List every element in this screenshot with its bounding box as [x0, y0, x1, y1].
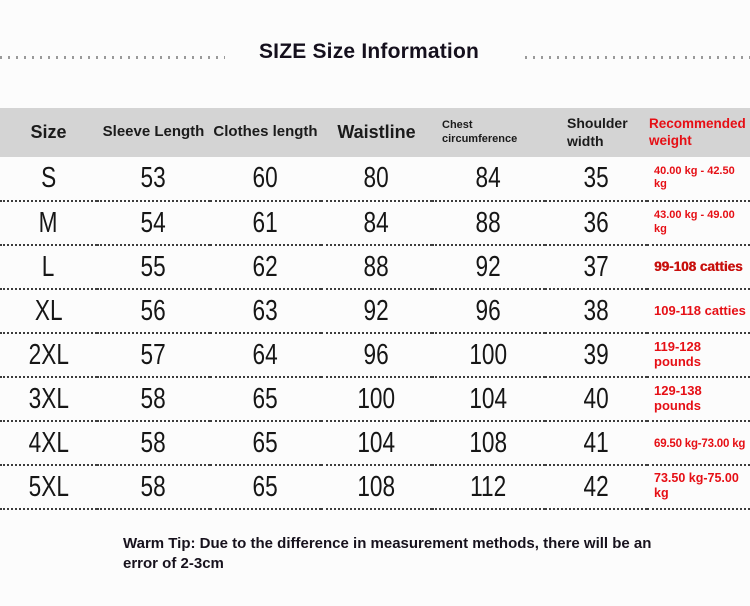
col-header-shoulder-width: Shoulder width	[567, 115, 628, 149]
cell-size: 4XL	[0, 421, 97, 466]
cell-clothes: 60	[210, 157, 321, 202]
cell-size: S	[0, 157, 97, 202]
cell-shoulder: 40	[545, 377, 647, 422]
cell-chest: 104	[432, 377, 545, 422]
cell-waist: 88	[321, 245, 432, 290]
cell-shoulder: 39	[545, 333, 647, 378]
cell-sleeve: 55	[97, 245, 210, 290]
title-band: SIZE Size Information	[0, 40, 750, 64]
table-row-l: L 55 62 88 92 37 99-108 catties	[0, 245, 750, 290]
cell-waist: 84	[321, 201, 432, 246]
cell-recommended-weight: 99-108 catties	[647, 245, 750, 290]
table-row-3xl: 3XL 58 65 100 104 40 129-138 pounds	[0, 377, 750, 422]
cell-recommended-weight: 119-128 pounds	[647, 333, 750, 378]
cell-clothes: 62	[210, 245, 321, 290]
cell-recommended-weight: 73.50 kg-75.00 kg	[647, 465, 750, 510]
cell-waist: 108	[321, 465, 432, 510]
cell-sleeve: 53	[97, 157, 210, 202]
cell-waist: 104	[321, 421, 432, 466]
cell-chest: 92	[432, 245, 545, 290]
cell-waist: 96	[321, 333, 432, 378]
cell-chest: 84	[432, 157, 545, 202]
size-table: Size Sleeve Length Clothes length Waistl…	[0, 108, 750, 510]
cell-waist: 92	[321, 289, 432, 334]
cell-sleeve: 58	[97, 465, 210, 510]
cell-clothes: 65	[210, 421, 321, 466]
cell-shoulder: 37	[545, 245, 647, 290]
table-row-4xl: 4XL 58 65 104 108 41 69.50 kg-73.00 kg	[0, 421, 750, 466]
cell-sleeve: 57	[97, 333, 210, 378]
cell-chest: 100	[432, 333, 545, 378]
cell-clothes: 64	[210, 333, 321, 378]
cell-chest: 96	[432, 289, 545, 334]
col-header-size: Size	[30, 122, 67, 143]
cell-clothes: 61	[210, 201, 321, 246]
cell-recommended-weight: 69.50 kg-73.00 kg	[647, 421, 750, 466]
cell-sleeve: 56	[97, 289, 210, 334]
cell-recommended-weight: 129-138 pounds	[647, 377, 750, 422]
cell-clothes: 63	[210, 289, 321, 334]
col-header-waistline: Waistline	[337, 122, 416, 143]
cell-size: M	[0, 201, 97, 246]
cell-shoulder: 41	[545, 421, 647, 466]
cell-waist: 80	[321, 157, 432, 202]
cell-shoulder: 36	[545, 201, 647, 246]
col-header-recommended-weight: Recommended weight	[649, 115, 746, 148]
page-title: SIZE Size Information	[258, 40, 480, 63]
table-row-2xl: 2XL 57 64 96 100 39 119-128 pounds	[0, 333, 750, 378]
cell-shoulder: 35	[545, 157, 647, 202]
col-header-clothes-length: Clothes length	[213, 123, 318, 141]
cell-size: 5XL	[0, 465, 97, 510]
cell-sleeve: 58	[97, 377, 210, 422]
cell-chest: 112	[432, 465, 545, 510]
table-row-m: M 54 61 84 88 36 43.00 kg - 49.00 kg	[0, 201, 750, 246]
cell-recommended-weight: 43.00 kg - 49.00 kg	[647, 201, 750, 246]
cell-recommended-weight: 109-118 catties	[647, 289, 750, 334]
warm-tip-note: Warm Tip: Due to the difference in measu…	[123, 535, 652, 572]
cell-sleeve: 58	[97, 421, 210, 466]
decorative-dotted-line-left	[0, 55, 225, 59]
cell-size: 3XL	[0, 377, 97, 422]
cell-recommended-weight: 40.00 kg - 42.50 kg	[647, 157, 750, 202]
cell-size: 2XL	[0, 333, 97, 378]
cell-clothes: 65	[210, 465, 321, 510]
cell-shoulder: 42	[545, 465, 647, 510]
header-row: Size Sleeve Length Clothes length Waistl…	[0, 108, 750, 157]
table-row-5xl: 5XL 58 65 108 112 42 73.50 kg-75.00 kg	[0, 465, 750, 510]
cell-size: L	[0, 245, 97, 290]
table-row-s: S 53 60 80 84 35 40.00 kg - 42.50 kg	[0, 157, 750, 202]
cell-sleeve: 54	[97, 201, 210, 246]
cell-waist: 100	[321, 377, 432, 422]
cell-chest: 108	[432, 421, 545, 466]
col-header-sleeve-length: Sleeve Length	[102, 123, 205, 141]
cell-size: XL	[0, 289, 97, 334]
cell-shoulder: 38	[545, 289, 647, 334]
table-row-xl: XL 56 63 92 96 38 109-118 catties	[0, 289, 750, 334]
cell-clothes: 65	[210, 377, 321, 422]
cell-chest: 88	[432, 201, 545, 246]
col-header-chest-circumference: Chest circumference	[442, 118, 518, 145]
decorative-dotted-line-right	[525, 55, 750, 59]
